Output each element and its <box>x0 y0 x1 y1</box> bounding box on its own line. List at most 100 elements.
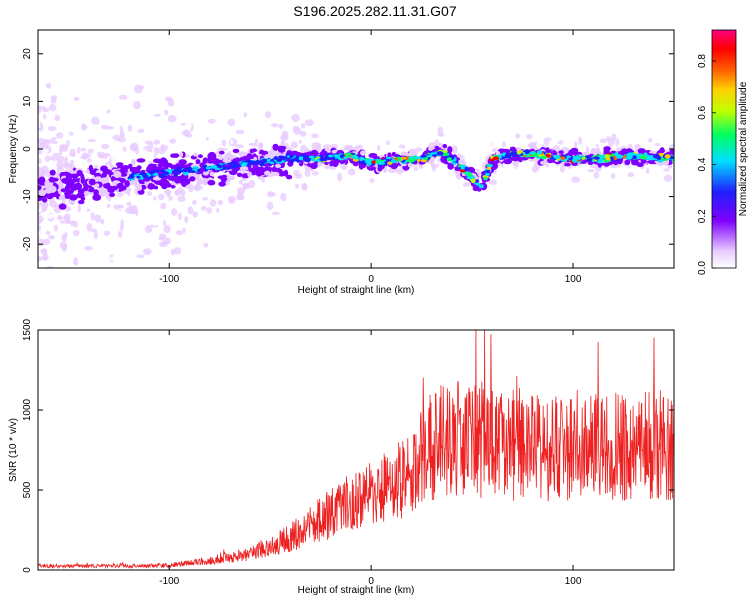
colorbar-tick-label: 0.8 <box>697 54 708 68</box>
y-tick-label: 500 <box>22 481 33 498</box>
heatmap-cell <box>190 170 196 174</box>
heatmap-cell <box>343 156 348 160</box>
heatmap-cell <box>38 173 43 177</box>
heatmap-cell <box>168 164 177 169</box>
heatmap-cell <box>49 156 54 161</box>
heatmap-cell <box>383 133 391 142</box>
heatmap-cell <box>295 155 300 161</box>
heatmap-cell <box>125 207 133 214</box>
heatmap-cell <box>186 166 193 172</box>
heatmap-cell <box>159 248 166 257</box>
heatmap-cell <box>249 107 257 113</box>
heatmap-cell <box>229 161 237 165</box>
heatmap-cell <box>509 146 516 151</box>
heatmap-cell <box>88 178 96 186</box>
heatmap-cell <box>462 182 471 187</box>
heatmap-cell <box>264 170 271 176</box>
heatmap-cell <box>93 230 98 240</box>
heatmap-cell <box>537 150 542 155</box>
heatmap-cell <box>100 143 110 150</box>
heatmap-cell <box>119 94 128 100</box>
heatmap-cell <box>120 112 129 117</box>
colorbar-tick-label: 0.6 <box>697 105 708 119</box>
heatmap-cell <box>147 183 156 190</box>
heatmap-cell <box>50 98 57 104</box>
heatmap-cell <box>383 174 391 179</box>
heatmap-cell <box>94 164 99 169</box>
heatmap-cell <box>304 119 314 127</box>
heatmap-cell <box>140 184 147 190</box>
heatmap-cell <box>64 185 71 192</box>
heatmap-cell <box>266 201 274 210</box>
heatmap-cell <box>564 162 571 167</box>
snr-x-axis-label: Height of straight line (km) <box>298 585 415 596</box>
heatmap-cell <box>138 180 145 185</box>
heatmap-cell <box>311 133 319 139</box>
heatmap-cell <box>227 118 236 127</box>
heatmap-cell <box>504 154 509 158</box>
heatmap-cell <box>94 214 102 223</box>
heatmap-cell <box>134 199 138 203</box>
heatmap-cell <box>627 172 635 178</box>
heatmap-cell <box>629 163 634 170</box>
heatmap-cell <box>355 144 364 149</box>
y-tick-label: 0 <box>22 146 33 152</box>
heatmap-cell <box>396 168 404 175</box>
heatmap-cell <box>162 128 168 136</box>
spectrogram-x-ticks: -100 0 100 <box>159 30 582 285</box>
heatmap-cell <box>101 153 108 160</box>
heatmap-cell <box>68 131 74 136</box>
x-tick-label: 100 <box>565 576 582 587</box>
heatmap-cell <box>572 151 579 156</box>
heatmap-cell <box>280 140 285 146</box>
heatmap-cell <box>40 256 48 261</box>
heatmap-cell <box>130 153 138 161</box>
heatmap-cell <box>153 196 157 201</box>
heatmap-cell <box>390 159 397 164</box>
heatmap-cell <box>107 138 116 146</box>
heatmap-cell <box>205 137 209 141</box>
heatmap-cell <box>59 146 63 156</box>
heatmap-cell <box>140 171 146 175</box>
heatmap-cell <box>103 230 111 236</box>
heatmap-cell <box>153 146 159 156</box>
heatmap-cell <box>196 180 202 186</box>
heatmap-cell <box>87 139 96 143</box>
heatmap-cell <box>209 199 217 207</box>
heatmap-cell <box>69 160 75 165</box>
heatmap-cell <box>247 138 256 144</box>
x-tick-label: -100 <box>159 274 179 285</box>
heatmap-cell <box>193 152 198 157</box>
heatmap-cell <box>90 211 95 221</box>
heatmap-cell <box>86 200 90 207</box>
heatmap-cell <box>228 195 236 204</box>
heatmap-cell <box>352 161 359 167</box>
heatmap-cell <box>232 148 240 153</box>
heatmap-cell <box>57 182 63 188</box>
spectrogram-x-axis-label: Height of straight line (km) <box>298 285 415 296</box>
heatmap-cell <box>127 124 133 132</box>
heatmap-cell <box>115 162 124 167</box>
heatmap-cell <box>100 177 109 184</box>
heatmap-cell <box>233 163 238 168</box>
heatmap-cell <box>532 152 539 158</box>
heatmap-cell <box>211 165 218 169</box>
heatmap-cell <box>236 118 243 125</box>
heatmap-cell <box>209 171 215 176</box>
heatmap-cell <box>300 123 306 129</box>
heatmap-cell <box>621 141 627 146</box>
heatmap-cell <box>328 154 334 158</box>
heatmap-cell <box>311 171 319 176</box>
heatmap-cell <box>451 162 458 165</box>
heatmap-cell <box>73 257 79 266</box>
heatmap-cell <box>488 158 495 161</box>
heatmap-cell <box>42 107 50 113</box>
heatmap-cell <box>464 166 470 172</box>
heatmap-cell <box>526 134 534 140</box>
heatmap-cell <box>250 168 257 173</box>
heatmap-cell <box>416 156 421 160</box>
heatmap-cell <box>298 140 302 144</box>
heatmap-cell <box>41 197 48 203</box>
heatmap-cell <box>367 158 373 162</box>
heatmap-cell <box>158 193 165 201</box>
